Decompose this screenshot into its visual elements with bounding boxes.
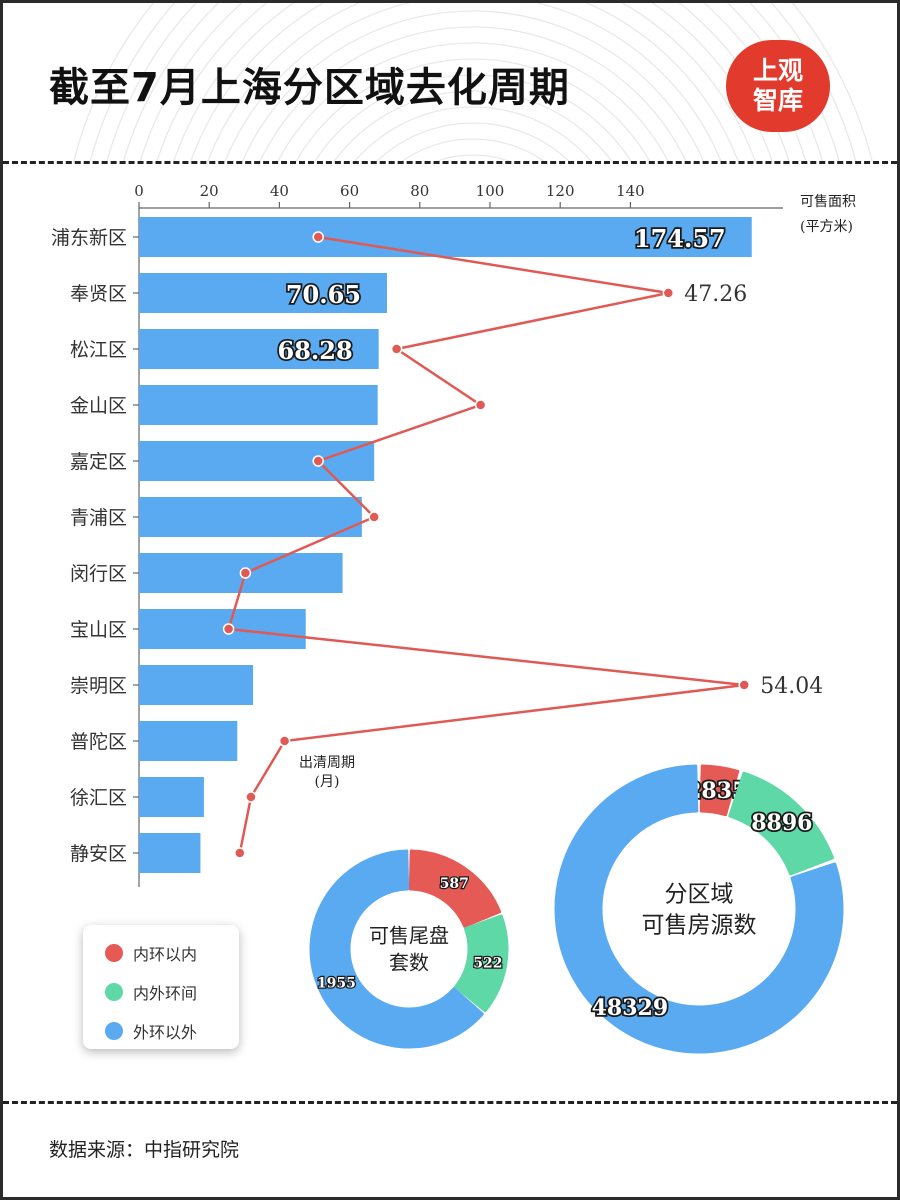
legend-item-inner: 内环以内 [105, 933, 239, 972]
tail-units-donut-slice-label: 1955 [317, 976, 356, 992]
unit-label: 可售面积 [800, 194, 856, 210]
category-label: 闵行区 [70, 563, 127, 585]
cycle-value-label: 54.04 [760, 674, 823, 699]
cycle-point [368, 511, 380, 523]
cycle-point [234, 847, 246, 859]
listings-donut-slice-label: 8896 [751, 810, 812, 836]
page-title: 截至7月上海分区域去化周期 [49, 65, 570, 111]
category-label: 徐汇区 [70, 787, 127, 809]
background-arc [258, 26, 688, 163]
category-label: 金山区 [70, 395, 127, 417]
bar [139, 833, 201, 873]
legend-label-inner: 内环以内 [133, 944, 198, 964]
background-arc [313, 74, 633, 163]
cycle-point [245, 791, 257, 803]
background-arc [241, 10, 705, 163]
background-arc [430, 154, 516, 163]
bar [139, 273, 387, 313]
cycle-series-label: 出清周期 [299, 755, 355, 771]
x-tick-label: 0 [134, 182, 144, 200]
cycle-point [278, 735, 291, 747]
chart-area: 0 20 40 60 80 100 120 140 可售面积 (平方米) 浦东新区 174.57 奉贤区… [51, 182, 856, 1054]
category-label: 普陀区 [70, 731, 127, 753]
tail-units-donut-slice [454, 914, 509, 1013]
listings-donut-center-text: 可售房源数 [642, 913, 757, 939]
background-arc [374, 122, 572, 163]
background-arcs [72, 3, 874, 163]
cycle-point [239, 567, 252, 579]
bar [139, 609, 306, 649]
bar [139, 329, 379, 369]
category-label: 青浦区 [70, 507, 127, 529]
category-label: 嘉定区 [70, 451, 127, 473]
category-label: 静安区 [70, 843, 127, 865]
tail-units-donut-slice-label: 522 [473, 955, 502, 971]
bar-value-label: 70.65 [286, 280, 361, 309]
cycle-point [312, 231, 324, 243]
listings-donut-slice [699, 764, 740, 817]
top-divider [3, 161, 897, 164]
legend-label-middle: 内外环间 [133, 983, 198, 1003]
bar-value-label: 174.57 [634, 224, 726, 253]
bar-value-label: 68.28 [278, 336, 353, 365]
legend-swatch-inner [105, 943, 123, 962]
background-arc [294, 58, 652, 163]
legend-label-outer: 外环以外 [133, 1022, 198, 1042]
cycle-value-label: 47.26 [684, 282, 747, 307]
category-label: 松江区 [70, 339, 127, 361]
category-label: 宝山区 [70, 619, 127, 641]
tail-units-donut-slice-label: 587 [440, 876, 469, 892]
legend-item-middle: 内外环间 [105, 972, 239, 1011]
x-tick-label: 60 [340, 182, 359, 200]
bar [139, 441, 375, 481]
bar [139, 777, 204, 817]
logo: 上观 智库 [726, 40, 830, 132]
unit-sub-label: (平方米) [800, 219, 853, 235]
x-tick-label: 120 [546, 182, 575, 200]
background-arc [332, 90, 614, 163]
bottom-divider [3, 1101, 897, 1104]
legend: 内环以内 内外环间 外环以外 [83, 925, 239, 1049]
cycle-point [222, 623, 235, 635]
category-label: 浦东新区 [51, 227, 127, 249]
background-arc [352, 106, 594, 163]
x-tick-label: 100 [476, 182, 505, 200]
cycle-line [226, 235, 745, 854]
cycle-series-sub: (月) [315, 774, 340, 790]
cycle-point [738, 679, 750, 691]
bar [139, 721, 238, 761]
tail-units-donut-slice [309, 849, 484, 1049]
tail-units-donut-center-text: 可售尾盘 [369, 924, 449, 948]
listings-donut-slice [728, 771, 835, 876]
bar [139, 217, 752, 257]
x-tick-label: 20 [200, 182, 219, 200]
bar [139, 385, 378, 425]
source-note: 数据来源：中指研究院 [49, 1139, 240, 1161]
tail-units-donut-slice [408, 849, 502, 928]
cycle-point [390, 343, 403, 355]
cycle-point [662, 287, 675, 299]
logo-line2: 智库 [752, 86, 803, 115]
listings-donut-center-text: 分区域 [665, 882, 734, 908]
legend-item-outer: 外环以外 [105, 1011, 239, 1050]
logo-line1: 上观 [752, 56, 803, 85]
bar [139, 497, 362, 537]
background-arc [398, 138, 548, 163]
background-arc [276, 42, 670, 163]
x-tick-label: 40 [270, 182, 289, 200]
legend-swatch-outer [105, 1021, 123, 1040]
x-tick-label: 80 [410, 182, 429, 200]
listings-donut-slice [554, 764, 844, 1054]
x-tick-label: 140 [616, 182, 645, 200]
tail-units-donut-center-text: 套数 [389, 951, 429, 975]
legend-swatch-middle [105, 982, 123, 1001]
cycle-point [312, 455, 324, 467]
category-label: 崇明区 [70, 675, 127, 697]
listings-donut-slice-label: 48329 [592, 995, 669, 1021]
category-label: 奉贤区 [70, 283, 127, 305]
cycle-point [474, 399, 487, 411]
bar [139, 665, 254, 705]
